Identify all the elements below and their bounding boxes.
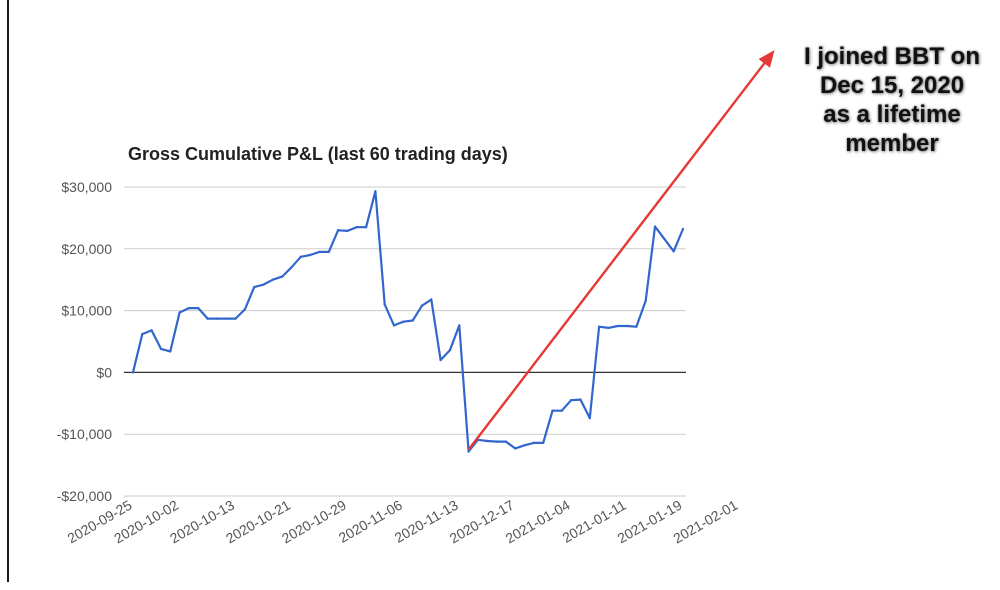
data-point — [541, 441, 545, 445]
data-point — [374, 190, 377, 193]
data-point — [308, 253, 312, 257]
data-point — [588, 416, 591, 420]
data-point — [495, 440, 498, 443]
data-point — [551, 409, 554, 412]
data-point — [280, 275, 284, 278]
data-point — [150, 329, 153, 332]
data-point — [420, 304, 424, 307]
data-point — [560, 409, 564, 412]
y-tick-label: $20,000 — [61, 241, 112, 257]
data-point — [271, 278, 275, 281]
x-tick-label: 2020-10-29 — [279, 497, 349, 547]
data-point — [439, 358, 442, 362]
series-line — [131, 190, 685, 453]
data-point — [252, 285, 256, 289]
data-point — [607, 326, 610, 330]
x-tick-label: 2021-02-01 — [670, 497, 740, 547]
data-point — [243, 308, 247, 311]
data-point — [523, 444, 526, 447]
data-point — [392, 324, 396, 327]
data-point — [663, 237, 666, 241]
annotation-line-2: Dec 15, 2020 — [819, 72, 965, 99]
data-point — [672, 250, 675, 253]
data-point — [514, 447, 517, 450]
y-tick-label: $0 — [96, 364, 112, 380]
data-point — [187, 306, 191, 310]
y-tick-label: -$20,000 — [57, 488, 112, 504]
data-point — [327, 250, 330, 254]
data-point — [635, 325, 638, 328]
data-point — [458, 324, 461, 327]
annotation-arrow-layer — [467, 50, 775, 451]
data-point — [411, 319, 414, 322]
data-point — [364, 225, 368, 229]
annotation-arrow — [467, 50, 775, 451]
annotation-line-3: as a lifetime — [823, 101, 961, 128]
y-tick-label: $10,000 — [61, 303, 112, 319]
data-point — [346, 229, 349, 233]
y-tick-label: $30,000 — [61, 179, 112, 195]
annotation-line-1: I joined BBT on — [804, 43, 980, 70]
data-point — [290, 266, 293, 269]
data-point — [402, 320, 405, 323]
data-point — [197, 306, 200, 310]
data-point — [215, 317, 219, 320]
frame-left-border — [7, 0, 9, 582]
data-point — [532, 441, 536, 445]
data-point — [625, 324, 629, 328]
data-point — [131, 371, 135, 374]
grid-lines — [124, 186, 686, 497]
y-axis-ticks: $30,000 $20,000 $10,000 $0 -$10,000 -$20,000 — [57, 179, 112, 504]
data-point — [159, 347, 163, 351]
x-tick-label: 2021-01-04 — [503, 497, 573, 547]
data-point — [336, 229, 340, 232]
data-point — [430, 298, 433, 301]
data-point — [644, 299, 647, 302]
data-point — [616, 324, 619, 328]
x-axis-ticks: 2020-09-252020-10-022020-10-132020-10-21… — [64, 497, 740, 547]
data-point — [504, 440, 508, 443]
data-point — [681, 227, 685, 231]
data-point — [234, 317, 237, 320]
annotation-line-4: member — [845, 130, 939, 157]
data-point — [383, 303, 386, 306]
data-point — [169, 350, 172, 353]
data-point — [262, 283, 265, 286]
series-layer — [131, 190, 685, 453]
chart-title: Gross Cumulative P&L (last 60 trading da… — [128, 144, 508, 164]
data-point — [448, 348, 452, 352]
annotation-text: I joined BBT on Dec 15, 2020 as a lifeti… — [772, 42, 1000, 158]
data-point — [141, 332, 144, 336]
data-point — [225, 317, 228, 320]
data-point — [318, 250, 321, 254]
data-point — [579, 398, 582, 401]
data-point — [653, 225, 657, 228]
data-point — [299, 255, 302, 259]
data-point — [178, 311, 181, 314]
data-point — [355, 225, 358, 229]
data-point — [569, 399, 573, 402]
y-tick-label: -$10,000 — [57, 426, 112, 442]
data-point — [206, 317, 209, 320]
data-point — [597, 325, 601, 328]
data-point — [467, 450, 470, 453]
data-point — [486, 439, 489, 443]
